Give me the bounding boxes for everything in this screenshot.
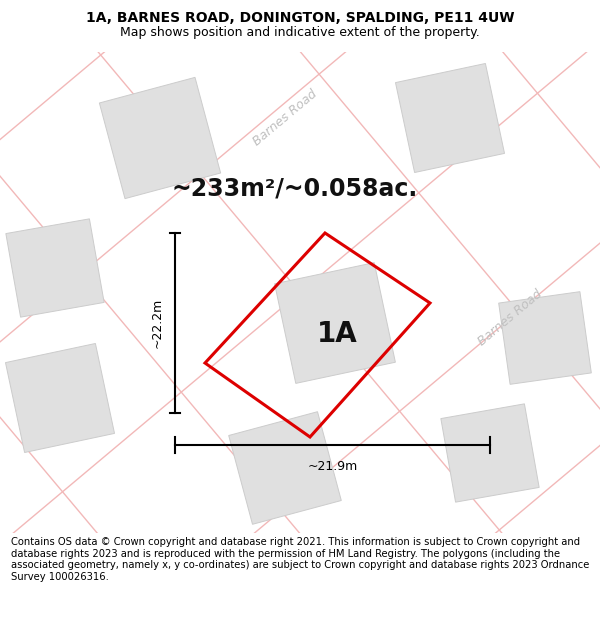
Text: 1A: 1A xyxy=(317,320,358,348)
Text: Barnes Road: Barnes Road xyxy=(475,288,545,349)
Text: Map shows position and indicative extent of the property.: Map shows position and indicative extent… xyxy=(120,26,480,39)
Text: 1A, BARNES ROAD, DONINGTON, SPALDING, PE11 4UW: 1A, BARNES ROAD, DONINGTON, SPALDING, PE… xyxy=(86,11,514,26)
Polygon shape xyxy=(229,412,341,524)
Polygon shape xyxy=(395,64,505,173)
Polygon shape xyxy=(441,404,539,502)
Polygon shape xyxy=(100,78,221,199)
Text: ~21.9m: ~21.9m xyxy=(307,461,358,474)
Polygon shape xyxy=(6,219,104,317)
Polygon shape xyxy=(499,292,592,384)
Text: ~233m²/~0.058ac.: ~233m²/~0.058ac. xyxy=(172,176,418,200)
Polygon shape xyxy=(275,262,395,383)
Text: ~22.2m: ~22.2m xyxy=(151,298,163,348)
Text: Contains OS data © Crown copyright and database right 2021. This information is : Contains OS data © Crown copyright and d… xyxy=(11,538,589,582)
Text: Barnes Road: Barnes Road xyxy=(250,88,320,149)
Polygon shape xyxy=(5,344,115,452)
